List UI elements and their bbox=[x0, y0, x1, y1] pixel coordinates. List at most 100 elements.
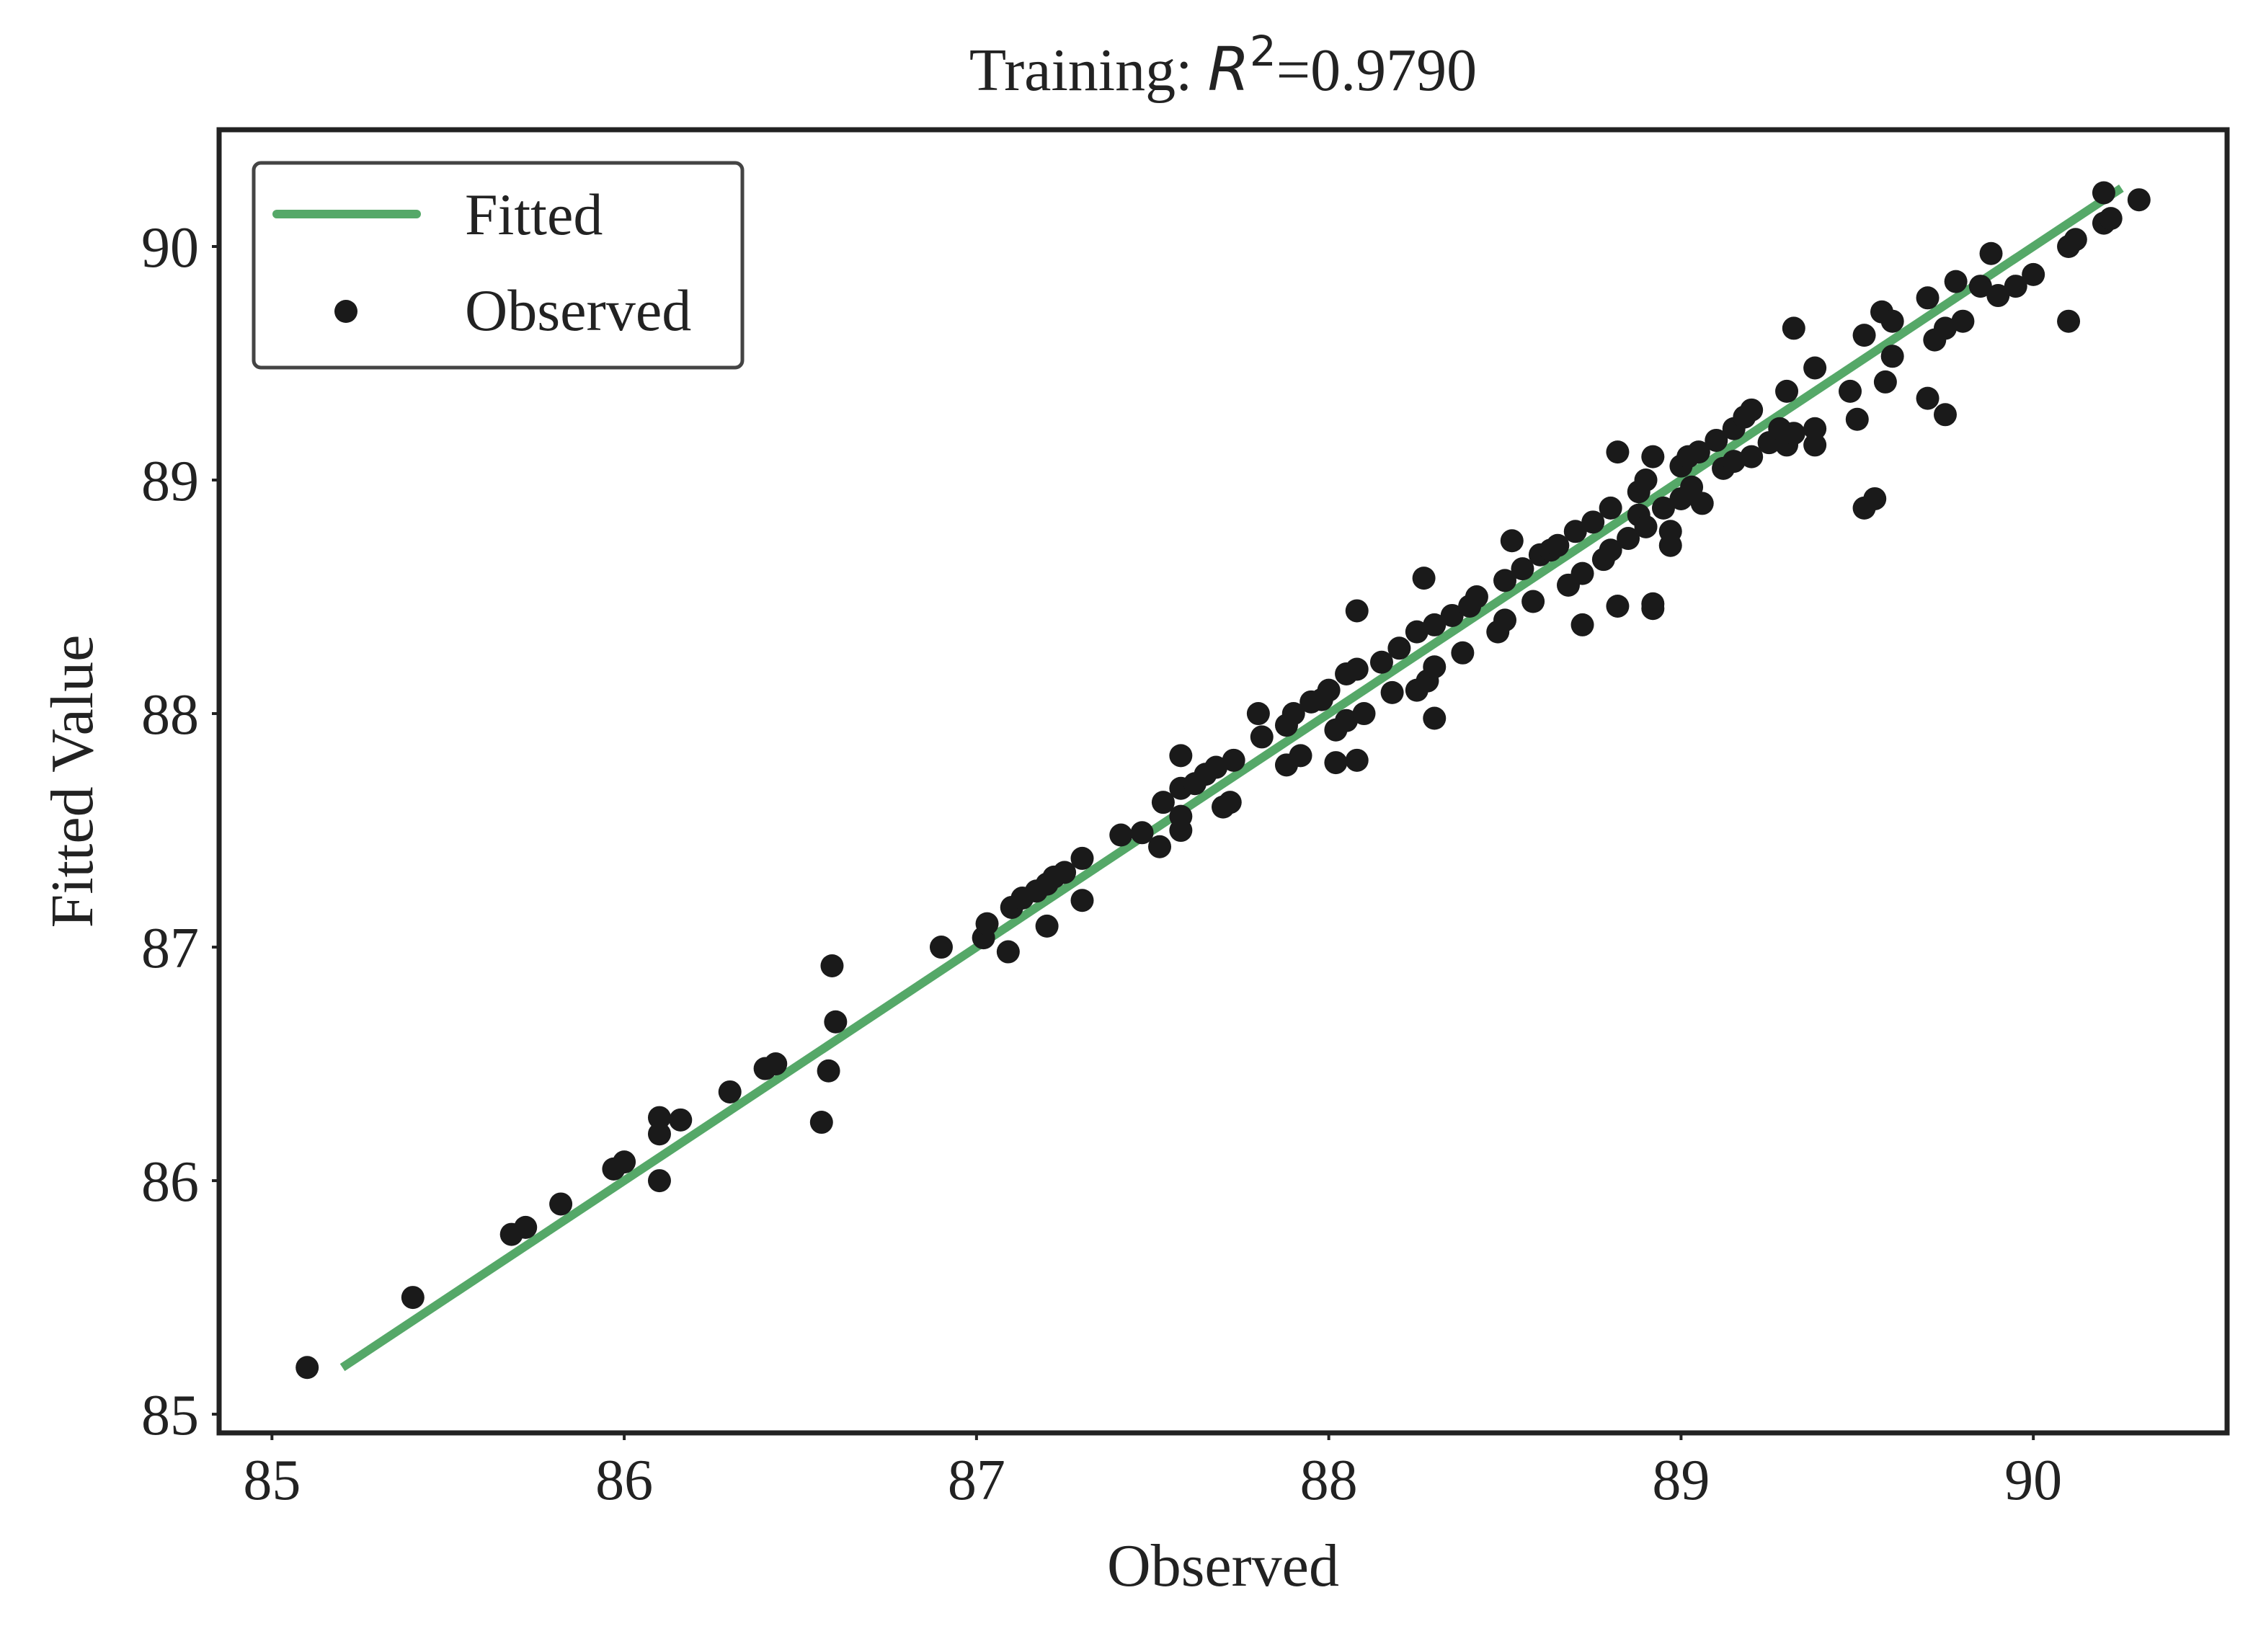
observed-point bbox=[1405, 620, 1429, 644]
x-axis-label: Observed bbox=[1107, 1532, 1339, 1599]
observed-point bbox=[1218, 791, 1242, 814]
observed-point bbox=[1979, 241, 2003, 265]
observed-point bbox=[1423, 613, 1447, 636]
observed-point bbox=[1916, 286, 1940, 310]
observed-point bbox=[1070, 889, 1094, 912]
x-tick-label: 85 bbox=[243, 1449, 301, 1512]
y-tick-label: 88 bbox=[141, 683, 199, 747]
observed-point bbox=[817, 1059, 840, 1083]
legend: Fitted Observed bbox=[252, 161, 745, 370]
observed-point bbox=[1345, 748, 1369, 772]
legend-observed-swatch bbox=[334, 300, 357, 323]
x-tick-label: 86 bbox=[595, 1449, 653, 1512]
y-tick-label: 86 bbox=[141, 1150, 199, 1214]
observed-point bbox=[1634, 515, 1658, 538]
observed-point bbox=[1880, 345, 1904, 368]
observed-point bbox=[1803, 433, 1827, 457]
observed-point bbox=[1880, 309, 1904, 333]
observed-point bbox=[1440, 603, 1464, 627]
observed-point bbox=[1641, 597, 1665, 621]
observed-point bbox=[824, 1010, 848, 1034]
x-tick-label: 87 bbox=[948, 1449, 1005, 1512]
observed-point bbox=[1680, 475, 1704, 499]
plot-area bbox=[296, 181, 2151, 1380]
observed-point bbox=[1493, 569, 1517, 592]
observed-point bbox=[1324, 751, 1348, 775]
observed-point bbox=[1317, 678, 1341, 702]
y-tick-label: 89 bbox=[141, 450, 199, 513]
observed-point bbox=[1345, 657, 1369, 681]
observed-point bbox=[1606, 594, 1630, 618]
observed-point bbox=[1916, 386, 1940, 410]
observed-point bbox=[1493, 608, 1517, 632]
observed-point bbox=[1169, 744, 1193, 768]
x-tick-label: 90 bbox=[2004, 1449, 2062, 1512]
observed-point bbox=[1617, 527, 1640, 551]
observed-point bbox=[1782, 316, 1805, 340]
chart-title-prefix: Training: bbox=[969, 37, 1208, 104]
observed-point bbox=[1053, 861, 1077, 884]
observed-point bbox=[2057, 309, 2081, 333]
observed-point bbox=[1803, 356, 1827, 380]
y-axis-label: Fitted Value bbox=[39, 635, 106, 928]
observed-point bbox=[1563, 520, 1587, 543]
observed-point bbox=[1204, 755, 1228, 779]
observed-point bbox=[809, 1111, 833, 1134]
observed-point bbox=[1289, 744, 1312, 768]
observed-point bbox=[2063, 228, 2087, 252]
observed-point bbox=[1873, 370, 1897, 394]
observed-point bbox=[1250, 725, 1274, 749]
observed-point bbox=[1570, 613, 1594, 636]
observed-point bbox=[647, 1169, 671, 1193]
observed-point bbox=[1369, 650, 1393, 674]
observed-point bbox=[1658, 520, 1682, 543]
y-tick-label: 90 bbox=[141, 216, 199, 280]
y-tick-label: 85 bbox=[141, 1384, 199, 1447]
observed-point bbox=[718, 1080, 742, 1103]
observed-point bbox=[1345, 599, 1369, 623]
observed-point bbox=[1380, 680, 1404, 704]
observed-point bbox=[1169, 804, 1193, 828]
observed-point bbox=[1599, 496, 1622, 520]
observed-point bbox=[1951, 309, 1975, 333]
observed-point bbox=[1933, 316, 1957, 340]
observed-point bbox=[1651, 496, 1675, 520]
observed-point bbox=[1500, 529, 1524, 553]
y-axis-ticks: 85 86 87 88 89 90 bbox=[141, 216, 219, 1447]
observed-point bbox=[1412, 567, 1436, 590]
observed-point bbox=[1387, 636, 1411, 660]
observed-point bbox=[1222, 748, 1245, 772]
observed-point bbox=[1852, 324, 1876, 347]
observed-point bbox=[1845, 407, 1869, 431]
observed-point bbox=[1151, 791, 1175, 814]
observed-point bbox=[1705, 428, 1728, 452]
observed-point bbox=[2099, 207, 2123, 231]
observed-point bbox=[1130, 821, 1154, 845]
legend-observed-label: Observed bbox=[465, 277, 691, 343]
observed-point bbox=[1863, 487, 1887, 510]
x-tick-label: 89 bbox=[1652, 1449, 1710, 1512]
chart-title-suffix: =0.9790 bbox=[1276, 37, 1477, 104]
observed-point bbox=[514, 1215, 538, 1239]
observed-point bbox=[1335, 709, 1359, 732]
observed-point bbox=[1944, 270, 1968, 293]
observed-point bbox=[1782, 422, 1805, 445]
observed-point bbox=[1570, 561, 1594, 585]
observed-point bbox=[1546, 533, 1570, 557]
x-axis-ticks: 85 86 87 88 89 90 bbox=[243, 1433, 2062, 1512]
observed-point bbox=[1281, 702, 1305, 726]
y-tick-label: 87 bbox=[141, 917, 199, 980]
observed-point bbox=[1465, 585, 1488, 609]
observed-point bbox=[1581, 510, 1605, 534]
observed-point bbox=[1606, 440, 1630, 464]
observed-point bbox=[401, 1286, 425, 1310]
observed-point bbox=[1423, 706, 1447, 730]
observed-point bbox=[1070, 846, 1094, 870]
axes-frame bbox=[216, 127, 2230, 1436]
observed-point bbox=[1803, 417, 1827, 440]
observed-point bbox=[647, 1122, 671, 1146]
observed-point bbox=[1968, 275, 1992, 298]
observed-point bbox=[2092, 181, 2115, 205]
observed-point bbox=[764, 1052, 788, 1076]
legend-fitted-label: Fitted bbox=[465, 182, 603, 247]
